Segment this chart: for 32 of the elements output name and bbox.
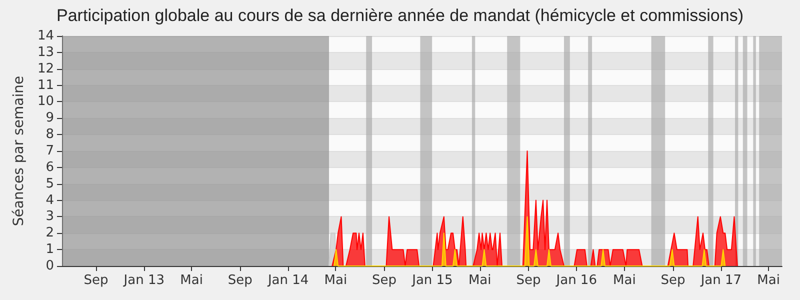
x-tick-label: Jan 16 [555,273,597,288]
x-tick-label: Sep [516,273,541,288]
y-tick-label: 0 [46,258,54,274]
y-tick-label: 4 [46,192,54,208]
chart-title: Participation globale au cours de sa dernière année de mandat (hémicycle et commissions) [56,6,744,25]
x-tick-label: Jan 14 [266,273,309,288]
y-tick-label: 8 [46,127,54,142]
x-tick-label: Mai [180,273,203,288]
y-tick-label: 5 [46,176,54,192]
x-tick-label: Jan 17 [700,273,742,288]
x-tick-label: Sep [660,273,686,288]
y-tick-label: 10 [37,94,54,110]
y-tick-label: 7 [46,144,54,158]
x-tick-label: Sep [372,273,397,288]
x-tick-label: Jan 15 [411,273,453,288]
x-tick-label: Mai [324,273,348,288]
y-axis-title: Séances par semaine [11,76,27,226]
y-tick-label: 9 [46,110,54,126]
x-tick-label: Sep [228,273,252,288]
y-tick-label: 1 [46,242,54,258]
y-tick-label: 14 [37,28,54,44]
x-tick-label: Mai [757,273,780,288]
x-tick-label: Mai [468,273,492,288]
x-tick-label: Jan 13 [122,273,165,288]
x-tick-label: Sep [84,273,108,288]
y-tick-label: 3 [46,209,54,224]
y-tick-label: 11 [37,78,54,93]
y-tick-label: 2 [46,226,54,241]
x-tick-label: Mai [613,273,636,288]
y-tick-label: 13 [37,44,54,60]
y-tick-label: 6 [46,160,54,175]
y-tick-label: 12 [37,61,54,76]
